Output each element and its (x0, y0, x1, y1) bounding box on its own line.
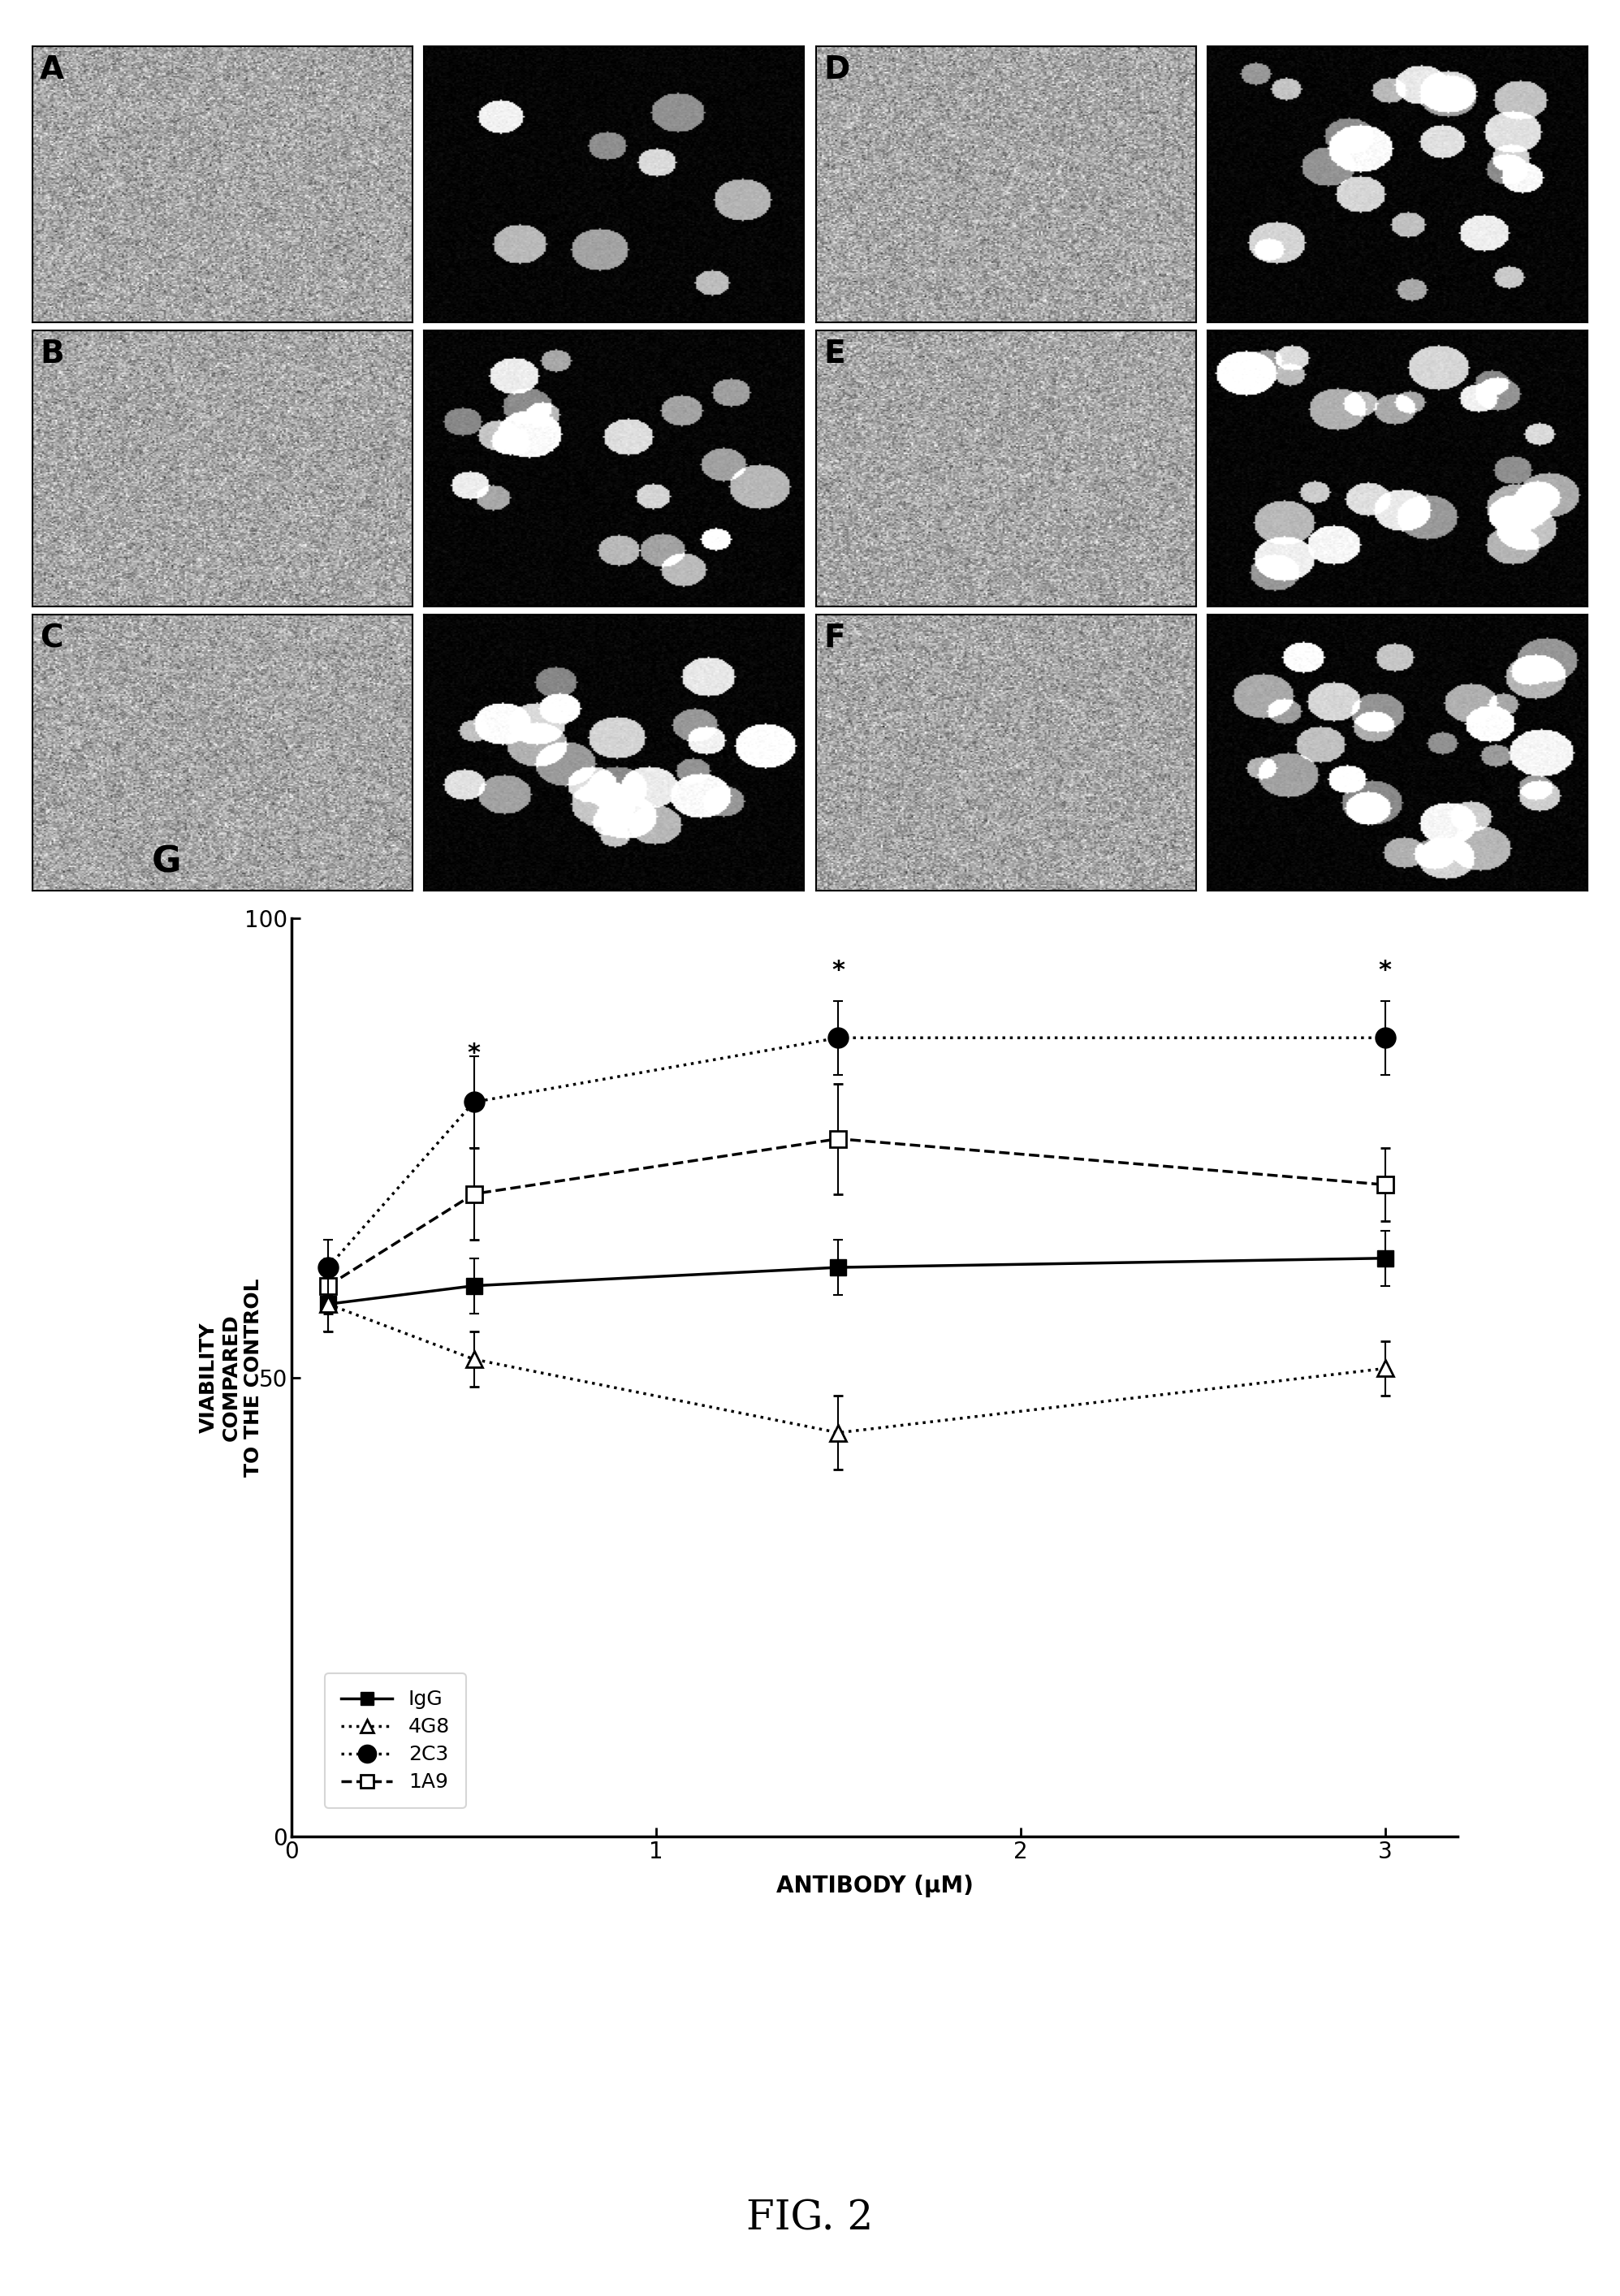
Legend: IgG, 4G8, 2C3, 1A9: IgG, 4G8, 2C3, 1A9 (326, 1674, 467, 1809)
Text: A: A (40, 55, 65, 85)
Text: D: D (823, 55, 849, 85)
Text: G: G (152, 845, 181, 879)
X-axis label: ANTIBODY (μM): ANTIBODY (μM) (776, 1876, 974, 1896)
Text: B: B (40, 338, 65, 370)
Text: *: * (831, 960, 846, 983)
Text: E: E (823, 338, 846, 370)
Text: *: * (467, 1042, 481, 1065)
Y-axis label: VIABILITY
COMPARED
TO THE CONTROL: VIABILITY COMPARED TO THE CONTROL (199, 1279, 264, 1476)
Text: *: * (1379, 960, 1392, 983)
Text: C: C (40, 622, 63, 654)
Text: FIG. 2: FIG. 2 (747, 2200, 873, 2239)
Text: F: F (823, 622, 846, 654)
